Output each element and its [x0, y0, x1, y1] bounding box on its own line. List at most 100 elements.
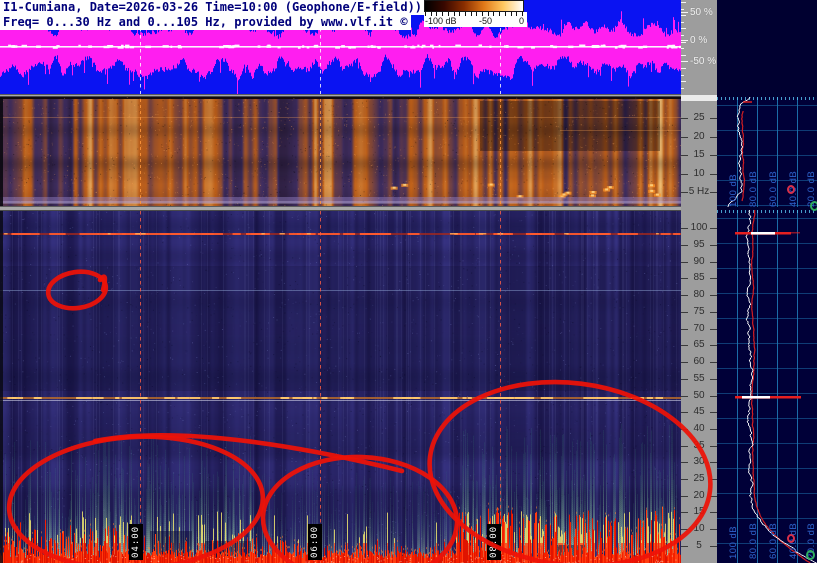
freq-axis-label: 70 [693, 323, 705, 334]
colorbar-tick [436, 12, 438, 16]
header: I1-Cumiana, Date=2026-03-26 Time=10:00 (… [0, 0, 426, 30]
freq-axis-tick [710, 245, 717, 246]
freq-axis-tick [681, 278, 688, 279]
db-axis-label: 60.0 dB [768, 170, 779, 207]
freq-axis-tick [710, 345, 717, 346]
colorbar-tick [447, 12, 449, 16]
freq-axis-tick [681, 446, 688, 447]
freq-axis-tick [710, 278, 717, 279]
time-label: 08:00 [487, 523, 501, 560]
db-axis-label: 60.0 dB [768, 522, 779, 559]
freq-axis-label: 90 [693, 256, 705, 267]
percent-axis-tick [681, 74, 684, 76]
freq-axis-tick [681, 262, 688, 263]
freq-axis-tick [681, 192, 688, 193]
freq-axis-label: 80 [693, 289, 705, 300]
percent-axis-tick-major [681, 61, 688, 62]
colorbar-label: -50 [479, 16, 493, 26]
freq-axis-tick [681, 245, 688, 246]
freq-axis-tick [710, 137, 717, 138]
freq-axis-label: 65 [693, 339, 705, 350]
colorbar-label: 0 [519, 16, 525, 26]
marker-ring [806, 550, 815, 560]
freq-axis-tick [681, 496, 688, 497]
percent-axis-tick [681, 81, 686, 83]
percent-axis-tick [681, 21, 684, 23]
time-label: 06:00 [308, 523, 322, 560]
percent-axis-tick [681, 68, 686, 69]
freq-axis-tick [681, 429, 688, 430]
percent-axis-label: 50 % [690, 7, 713, 18]
marker-ring [810, 201, 817, 211]
percent-axis-tick [681, 35, 684, 36]
freq-axis-tick [710, 396, 717, 397]
freq-axis-label: 95 [693, 239, 705, 250]
freq-axis-tick [710, 379, 717, 380]
freq-axis-tick [681, 118, 688, 119]
separator [0, 94, 681, 97]
spectrogram-efield-0-105hz [0, 211, 681, 563]
colorbar-tick [442, 12, 444, 16]
freq-axis-tick [710, 429, 717, 430]
freq-axis-label: 10 [693, 168, 705, 179]
spectrogram-geophone-0-30hz [0, 97, 681, 206]
color-scale-ruler: -100 dB -50 0 [424, 12, 527, 27]
freq-axis-label: 15 [693, 149, 705, 160]
freq-axis-tick [681, 512, 688, 513]
percent-axis-tick [681, 54, 686, 56]
percent-axis-tick-major [681, 12, 688, 13]
db-axis-label: 100 dB [728, 525, 739, 559]
colorbar-tick [482, 12, 483, 16]
colorbar-tick [459, 12, 461, 16]
freq-axis-tick [710, 512, 717, 513]
colorbar-label: -100 dB [425, 16, 457, 26]
freq-axis-tick [710, 412, 717, 413]
percent-axis-label: -50 % [690, 56, 717, 67]
freq-axis-tick [710, 295, 717, 296]
freq-axis-tick [681, 155, 688, 156]
freq-axis-label: 5 Hz [688, 186, 710, 197]
freq-axis-tick [681, 462, 688, 463]
db-color-scale: -100 dB -50 0 [424, 0, 527, 27]
freq-axis-tick [710, 312, 717, 313]
colorbar-tick [453, 12, 455, 16]
percent-axis-tick-major [681, 40, 688, 41]
freq-axis-tick [681, 137, 688, 138]
freq-axis-tick [710, 228, 717, 229]
db-axis-label: 100 dB [728, 173, 739, 207]
freq-axis-tick [710, 446, 717, 447]
freq-axis-tick [710, 529, 717, 530]
colorbar-tick [504, 12, 506, 16]
freq-axis-label: 25 [693, 112, 705, 123]
freq-axis-tick [710, 479, 717, 480]
freq-axis-label: 100 [690, 222, 708, 233]
colorbar-tick [476, 12, 478, 16]
time-label: 04:00 [129, 523, 143, 560]
freq-axis-label: 60 [693, 356, 705, 367]
freq-axis-tick [681, 396, 688, 397]
header-line1: I1-Cumiana, Date=2026-03-26 Time=10:00 (… [0, 0, 426, 15]
freq-axis-label: 55 [693, 373, 705, 384]
freq-axis-label: 20 [693, 131, 705, 142]
freq-axis-tick [681, 379, 688, 380]
freq-axis-tick [681, 228, 688, 229]
color-gradient-bar [424, 0, 524, 12]
freq-axis-tick [710, 329, 717, 330]
freq-axis-tick [710, 462, 717, 463]
db-axis-label: 80.0 dB [748, 522, 759, 559]
percent-axis-tick [681, 2, 686, 3]
colorbar-tick [510, 12, 512, 16]
freq-axis-tick [681, 412, 688, 413]
marker-ring [787, 534, 795, 543]
freq-axis-label: 75 [693, 306, 705, 317]
percent-axis-label: 0 % [690, 35, 708, 46]
colorbar-tick [487, 12, 489, 16]
freq-axis-tick [681, 329, 688, 330]
freq-axis-tick [681, 362, 688, 363]
axis-separator [681, 95, 717, 101]
freq-axis-tick [710, 192, 717, 193]
percent-axis-tick [681, 48, 684, 50]
freq-axis-label: 85 [693, 272, 705, 283]
colorbar-tick [493, 12, 495, 16]
